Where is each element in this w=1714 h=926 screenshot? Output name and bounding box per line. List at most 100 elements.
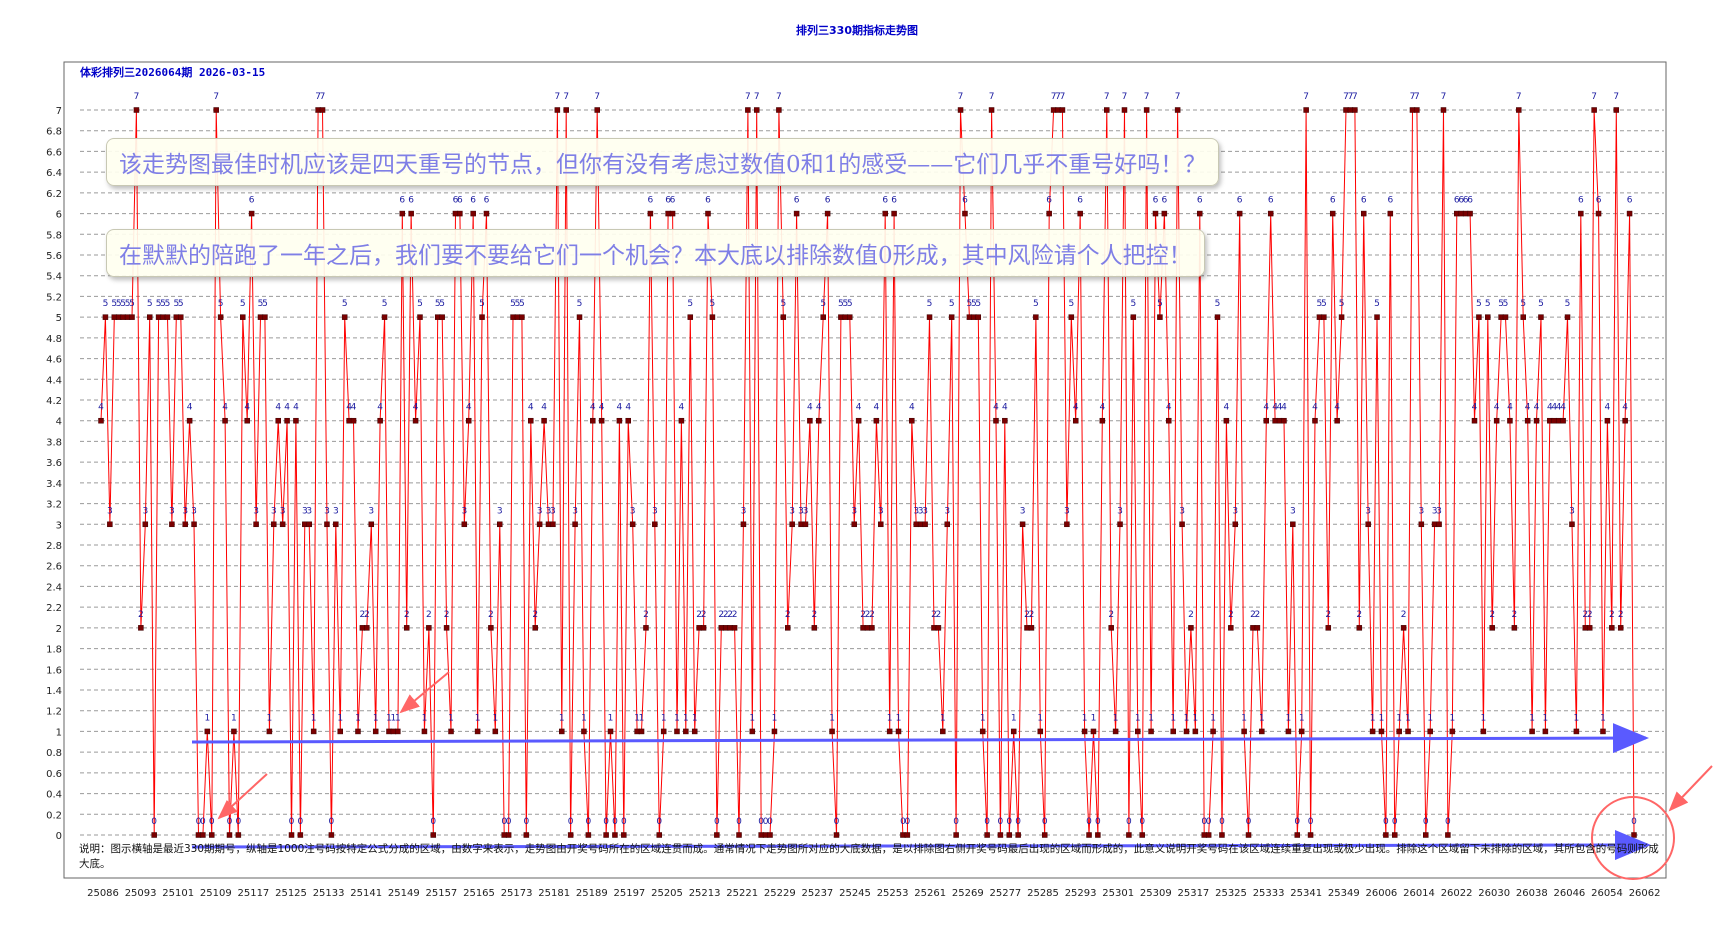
data-point-label: 1 bbox=[980, 713, 986, 723]
data-point-label: 2 bbox=[696, 610, 702, 620]
data-point-marker bbox=[1245, 832, 1252, 838]
data-point-label: 0 bbox=[758, 817, 764, 827]
data-point-marker bbox=[1183, 728, 1190, 735]
data-point-label: 3 bbox=[550, 506, 556, 516]
data-point-marker bbox=[1387, 210, 1394, 217]
data-point-label: 5 bbox=[1538, 299, 1544, 309]
data-point-label: 0 bbox=[200, 817, 206, 827]
data-point-marker bbox=[461, 521, 468, 528]
data-point-marker bbox=[1210, 728, 1216, 735]
data-point-marker bbox=[107, 521, 113, 528]
data-point-marker bbox=[709, 314, 716, 320]
data-point-label: 5 bbox=[262, 299, 268, 309]
x-tick-label: 25157 bbox=[425, 888, 457, 899]
data-point-label: 2 bbox=[1108, 610, 1114, 620]
data-point-label: 6 bbox=[962, 196, 968, 206]
data-point-label: 0 bbox=[1086, 817, 1092, 827]
data-point-label: 4 bbox=[1494, 403, 1500, 413]
data-point-marker bbox=[306, 521, 312, 528]
data-point-marker bbox=[749, 728, 756, 735]
data-point-marker bbox=[275, 417, 281, 424]
data-point-marker bbox=[1130, 314, 1137, 320]
y-tick-label: 0.6 bbox=[46, 769, 62, 780]
data-point-marker bbox=[736, 832, 742, 838]
data-point-label: 3 bbox=[851, 506, 857, 516]
data-point-marker bbox=[479, 314, 485, 320]
data-point-label: 5 bbox=[258, 299, 264, 309]
data-point-label: 3 bbox=[497, 506, 503, 516]
data-point-marker bbox=[1356, 625, 1363, 631]
data-point-label: 0 bbox=[289, 817, 295, 827]
data-point-label: 1 bbox=[1011, 713, 1017, 723]
data-point-label: 3 bbox=[918, 506, 924, 516]
data-point-label: 7 bbox=[958, 92, 964, 102]
data-point-label: 1 bbox=[829, 713, 835, 723]
data-point-label: 2 bbox=[931, 610, 937, 620]
data-point-marker bbox=[426, 625, 432, 631]
data-point-marker bbox=[341, 314, 348, 320]
data-point-marker bbox=[1586, 625, 1593, 631]
data-point-marker bbox=[1006, 832, 1013, 838]
data-point-label: 4 bbox=[222, 403, 228, 413]
data-point-marker bbox=[1520, 314, 1526, 320]
data-point-label: 6 bbox=[1330, 196, 1336, 206]
y-tick-label: 1.8 bbox=[46, 645, 62, 656]
data-point-label: 1 bbox=[674, 713, 680, 723]
data-point-marker bbox=[368, 521, 375, 528]
data-point-marker bbox=[266, 728, 273, 735]
data-point-marker bbox=[594, 107, 600, 113]
data-point-marker bbox=[271, 521, 277, 528]
data-point-label: 7 bbox=[1348, 92, 1354, 102]
data-point-label: 1 bbox=[1574, 713, 1580, 723]
data-point-marker bbox=[771, 728, 778, 735]
data-point-marker bbox=[643, 625, 649, 631]
data-point-marker bbox=[528, 417, 534, 424]
data-point-label: 3 bbox=[546, 506, 552, 516]
data-point-marker bbox=[1524, 417, 1531, 424]
data-point-label: 5 bbox=[1498, 299, 1504, 309]
data-point-label: 7 bbox=[1055, 92, 1061, 102]
data-point-label: 1 bbox=[1135, 713, 1141, 723]
data-point-label: 1 bbox=[204, 713, 210, 723]
data-point-label: 0 bbox=[501, 817, 507, 827]
data-point-label: 7 bbox=[315, 92, 321, 102]
data-point-marker bbox=[488, 625, 494, 631]
x-tick-label: 26038 bbox=[1516, 888, 1548, 899]
x-tick-label: 25333 bbox=[1253, 888, 1285, 899]
data-point-marker bbox=[776, 107, 782, 113]
data-point-marker bbox=[1303, 107, 1309, 113]
data-point-marker bbox=[1166, 417, 1172, 424]
data-point-marker bbox=[262, 314, 268, 320]
data-point-marker bbox=[1081, 728, 1088, 735]
data-point-label: 0 bbox=[1095, 817, 1101, 827]
data-point-label: 4 bbox=[528, 403, 534, 413]
data-point-label: 3 bbox=[253, 506, 259, 516]
x-tick-label: 25341 bbox=[1290, 888, 1322, 899]
data-point-label: 4 bbox=[413, 403, 419, 413]
data-point-label: 0 bbox=[1246, 817, 1252, 827]
data-point-label: 7 bbox=[1060, 92, 1066, 102]
data-point-marker bbox=[474, 728, 481, 735]
data-point-marker bbox=[753, 107, 760, 113]
x-tick-label: 25101 bbox=[162, 888, 194, 899]
data-point-label: 6 bbox=[882, 196, 888, 206]
red-pointer-arrow-3 bbox=[1668, 765, 1713, 812]
data-point-label: 1 bbox=[940, 713, 946, 723]
data-point-marker bbox=[98, 417, 104, 424]
data-point-marker bbox=[1112, 728, 1119, 735]
data-point-marker bbox=[997, 832, 1004, 838]
data-point-marker bbox=[1170, 728, 1176, 735]
data-point-label: 4 bbox=[1547, 403, 1553, 413]
data-point-marker bbox=[652, 521, 658, 528]
data-point-marker bbox=[745, 107, 751, 113]
data-point-marker bbox=[151, 832, 157, 838]
data-point-label: 4 bbox=[807, 403, 813, 413]
data-point-marker bbox=[1059, 107, 1066, 113]
data-point-label: 5 bbox=[120, 299, 126, 309]
chart-title: 排列三330期指标走势图 bbox=[796, 23, 918, 37]
data-point-marker bbox=[279, 521, 286, 528]
data-point-label: 6 bbox=[1197, 196, 1203, 206]
data-point-label: 0 bbox=[1126, 817, 1132, 827]
data-point-marker bbox=[1352, 107, 1358, 113]
y-tick-label: 0.4 bbox=[46, 790, 62, 801]
